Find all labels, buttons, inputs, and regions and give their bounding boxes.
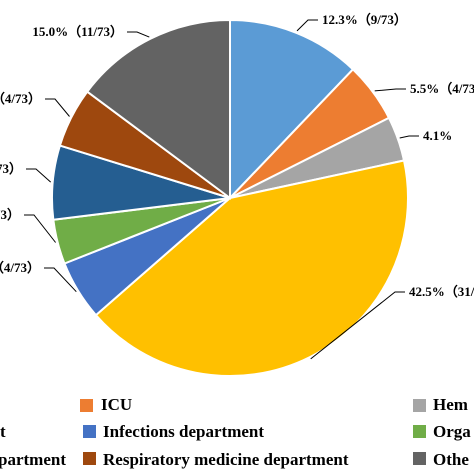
leader-line-s8	[45, 98, 70, 117]
leader-line-s6	[24, 214, 56, 243]
leader-line-s9	[127, 31, 150, 38]
slice-label-s9: 15.0%（11/73）	[32, 24, 123, 39]
legend-swatch-respiratory	[83, 452, 96, 465]
pie-slice-s4	[94, 159, 409, 378]
leader-line-s1	[296, 19, 318, 32]
legend-swatch-orga	[413, 425, 426, 438]
legend: ICU Hem t Infections department Orga par…	[0, 395, 471, 469]
leader-line-s4	[310, 291, 405, 360]
legend-swatch-icu	[80, 399, 93, 412]
pie-slices	[50, 18, 409, 378]
slice-label-s2: 5.5%（4/73）	[410, 81, 474, 96]
slice-label-s7: （5/73）	[0, 161, 22, 176]
legend-label-hem: Hem	[433, 395, 468, 414]
pie-slice-s9	[85, 18, 231, 200]
legend-swatch-infections	[83, 425, 96, 438]
leader-line-s7	[26, 168, 52, 183]
legend-label-icu: ICU	[101, 395, 132, 414]
leader-line-s5	[44, 267, 77, 293]
leader-line-s3	[399, 135, 419, 139]
legend-label-respiratory: Respiratory medicine department	[103, 450, 349, 469]
slice-label-s1: 12.3%（9/73）	[322, 12, 407, 27]
legend-label-cut-1: t	[0, 422, 6, 441]
slice-label-s5: （4/73）	[0, 260, 40, 275]
leader-lines	[24, 19, 419, 360]
slice-label-s3: 4.1%	[423, 128, 452, 143]
slice-labels: 12.3%（9/73） 5.5%（4/73） 4.1% 42.5%（31/73） （4/…	[0, 12, 474, 299]
slice-label-s4: 42.5%（31/73）	[409, 284, 474, 299]
slice-label-s8: （4/73）	[0, 91, 41, 106]
leader-line-s2	[374, 88, 406, 92]
legend-label-cut-2: partment	[0, 450, 66, 469]
legend-swatch-other	[413, 452, 426, 465]
legend-swatch-hem	[413, 399, 426, 412]
legend-label-orga: Orga	[433, 422, 471, 441]
slice-label-s6: （3/73）	[0, 207, 20, 222]
pie-slice-s1	[229, 18, 355, 201]
legend-label-infections: Infections department	[103, 422, 264, 441]
legend-label-other: Othe	[433, 450, 469, 469]
